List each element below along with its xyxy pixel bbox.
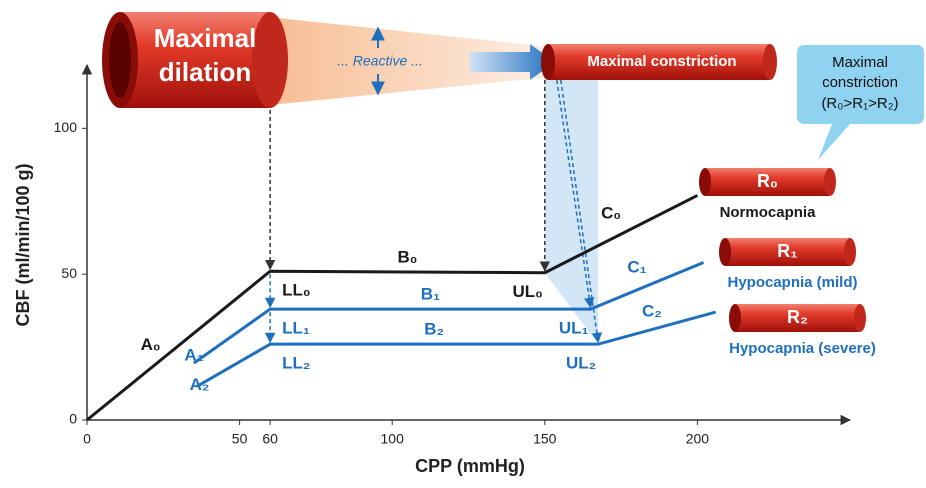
reactive-label: ... Reactive ... [337,53,423,69]
segment-label: B₀ [397,247,417,266]
constriction-label: Maximal constriction [587,53,736,70]
x-tick-label: 0 [83,431,91,447]
callout-text: Maximal [832,54,888,71]
segment-label: C₁ [627,257,646,276]
segment-label: C₂ [642,302,662,321]
y-tick-label: 50 [61,265,77,281]
segment-label: B₁ [421,285,440,304]
legend-tag: R₂ [787,307,808,327]
legend-tube-end [854,304,866,332]
chart: Maximal dilation ... Reactive ... Maxima… [0,0,926,483]
y-tick-label: 0 [69,411,77,427]
limit-label: UL₀ [512,282,542,301]
legend-item: R₂ Hypocapnia (severe) [729,304,876,357]
limit-label: UL₁ [559,319,589,338]
limit-label: UL₂ [566,354,596,373]
legend-tag: R₁ [777,241,797,261]
x-tick-label: 50 [232,431,248,447]
legend-item: R₀ Normocapnia [699,168,836,221]
legend-label: Hypocapnia (mild) [727,274,857,291]
limit-label: LL₀ [282,281,310,300]
y-axis-title: CBF (ml/min/100 g) [13,163,33,326]
x-tick-label: 60 [262,431,278,447]
legend-label: Normocapnia [720,204,817,221]
legend-tube-end [844,238,856,266]
legend-tube-end [824,168,836,196]
legend-tube-end [719,238,731,266]
segment-label: A₂ [190,375,210,394]
legend-tube-end [699,168,711,196]
dilation-label: Maximal [154,23,257,53]
x-tick-label: 150 [533,431,557,447]
segment-label: B₂ [424,320,444,339]
legend-item: R₁ Hypocapnia (mild) [719,238,858,291]
limit-label: LL₁ [282,319,310,338]
x-tick-label: 200 [686,431,710,447]
dilation-label: dilation [159,57,251,87]
x-axis-title: CPP (mmHg) [415,456,525,476]
legend-label: Hypocapnia (severe) [729,340,876,357]
legend-tube-end [729,304,741,332]
callout-text: constriction [822,74,898,91]
segment-label: A₀ [141,335,161,354]
callout-text: (R₀>R₁>R₂) [821,95,898,112]
y-tick-label: 100 [54,119,78,135]
limit-label: LL₂ [282,354,310,373]
legend-tag: R₀ [757,171,778,191]
x-tick-label: 100 [381,431,405,447]
segment-label: C₀ [601,204,621,223]
series-line [197,312,716,386]
segment-label: A₁ [184,346,203,365]
